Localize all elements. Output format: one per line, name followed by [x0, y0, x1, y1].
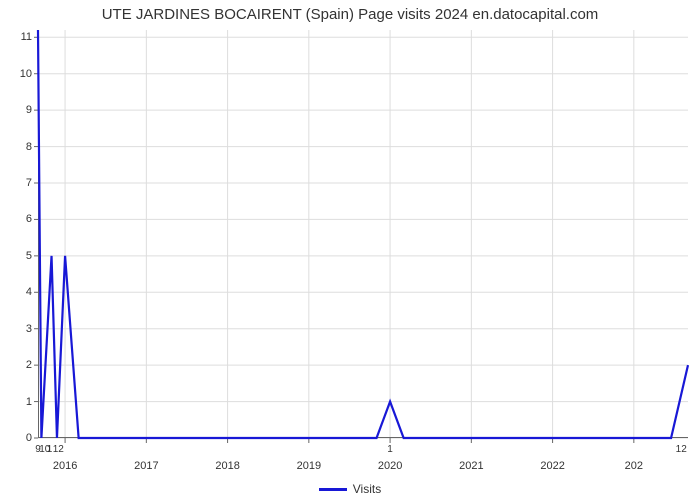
- chart-title: UTE JARDINES BOCAIRENT (Spain) Page visi…: [0, 6, 700, 23]
- line-chart-svg: [38, 30, 688, 438]
- x-tick-label: 2020: [378, 460, 402, 472]
- x-tick-label: 202: [625, 460, 643, 472]
- y-tick-label: 2: [26, 359, 32, 371]
- y-tick-label: 11: [21, 31, 32, 43]
- y-tick-label: 8: [26, 141, 32, 153]
- y-tick-label: 4: [26, 286, 32, 298]
- x-tick-label: 2022: [540, 460, 564, 472]
- y-tick-label: 0: [26, 432, 32, 444]
- y-axis-labels: 01234567891011: [0, 30, 34, 438]
- legend-swatch: [319, 488, 347, 491]
- plot-area: [38, 30, 688, 438]
- x-tick-label: 2016: [53, 460, 77, 472]
- y-tick-label: 5: [26, 250, 32, 262]
- x-minor-tick-label: 12: [53, 444, 64, 455]
- x-tick-label: 2018: [215, 460, 239, 472]
- x-tick-label: 2021: [459, 460, 483, 472]
- x-tick-label: 2019: [297, 460, 321, 472]
- y-tick-label: 6: [26, 213, 32, 225]
- legend-label: Visits: [353, 482, 381, 496]
- y-tick-label: 7: [26, 177, 32, 189]
- y-tick-label: 10: [20, 68, 32, 80]
- x-tick-label: 2017: [134, 460, 158, 472]
- y-tick-label: 3: [26, 323, 32, 335]
- x-axis-labels: 2016201720182019202020212022202910112112: [38, 442, 688, 472]
- y-tick-label: 1: [26, 396, 32, 408]
- x-minor-tick-label: 1: [387, 444, 393, 455]
- legend: Visits: [0, 481, 700, 496]
- y-tick-label: 9: [26, 104, 32, 116]
- x-minor-tick-label: 12: [676, 444, 687, 455]
- x-minor-tick-label: 1: [47, 444, 53, 455]
- chart-container: UTE JARDINES BOCAIRENT (Spain) Page visi…: [0, 0, 700, 500]
